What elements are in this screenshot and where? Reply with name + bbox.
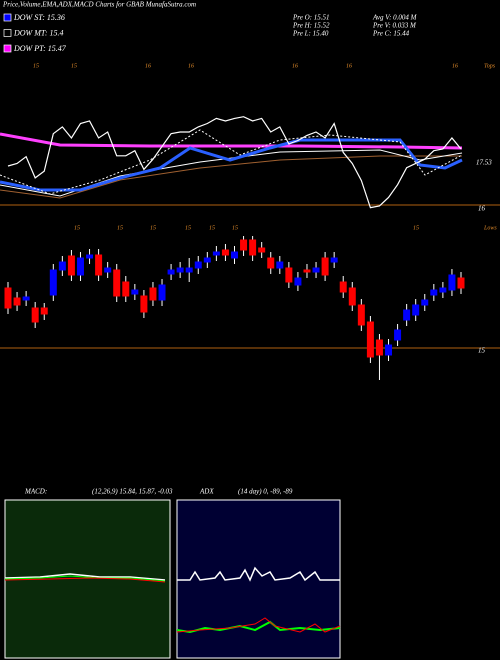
ema-lines	[0, 129, 463, 199]
candle-body	[430, 289, 438, 296]
y-tick-label: 15	[478, 347, 486, 355]
candle-body	[149, 287, 157, 301]
stat: Pre C: 15.44	[372, 30, 410, 38]
candle-body	[330, 257, 338, 263]
legend-label: DOW ST: 15.36	[13, 13, 65, 22]
date-label: 15	[74, 225, 80, 231]
candle-body	[457, 277, 465, 289]
adx-params: (14 day) 0, -89, -89	[238, 488, 293, 496]
lows-label: Lows	[483, 225, 497, 231]
candle-body	[221, 249, 229, 256]
candle-body	[285, 267, 293, 283]
date-label: 16	[452, 63, 458, 69]
candle-body	[203, 257, 211, 263]
candle-body	[113, 269, 121, 297]
tops-label: Tops	[484, 63, 496, 69]
candle-body	[95, 254, 103, 276]
legend-swatch	[3, 29, 12, 37]
candle-body	[421, 299, 429, 306]
legend-label: DOW PT: 15.47	[13, 44, 67, 53]
candle-body	[276, 261, 284, 269]
candle-body	[258, 247, 266, 253]
date-label: 15	[117, 225, 123, 231]
date-label: 15	[150, 225, 156, 231]
date-label: 16	[292, 63, 298, 69]
candle-body	[231, 251, 238, 259]
date-label: 15	[71, 63, 77, 69]
date-label: 16	[346, 63, 352, 69]
macd-label: MACD:	[24, 488, 47, 496]
candle-body	[167, 269, 175, 275]
candle-body	[194, 261, 202, 269]
candle-body	[394, 329, 402, 341]
level-label: 17.53	[476, 159, 492, 167]
candle-body	[22, 296, 30, 301]
macd-lines	[4, 566, 341, 634]
legend-swatch	[3, 13, 12, 22]
candle-body	[140, 295, 148, 313]
close-line	[7, 116, 462, 209]
candle-body	[176, 267, 184, 273]
candle-body	[448, 274, 456, 291]
date-label: 15	[232, 225, 238, 231]
date-label: 16	[145, 63, 151, 69]
stat: Pre V: 0.033 M	[372, 22, 417, 30]
candle-body	[185, 267, 193, 273]
stat: Pre O: 15.51	[292, 14, 329, 22]
date-label: 16	[188, 63, 194, 69]
adx-panel	[176, 499, 341, 659]
candle-body	[212, 251, 220, 256]
legend-label: DOW MT: 15.4	[13, 28, 64, 37]
stat: Pre H: 15.52	[292, 22, 330, 30]
candle-body	[312, 267, 320, 273]
macd-params: (12,26,9) 15.84, 15.87, -0.03	[92, 488, 173, 496]
candle-body	[31, 307, 39, 323]
candle-body	[40, 307, 48, 315]
candle-body	[104, 267, 112, 273]
candle-body	[303, 269, 311, 273]
date-label: 15	[33, 63, 39, 69]
candle-body	[86, 254, 94, 259]
candle-body	[49, 269, 57, 296]
candle-body	[348, 287, 356, 306]
candle-body	[403, 309, 411, 321]
level-label: 16	[478, 205, 486, 213]
candle-body	[321, 257, 329, 276]
stat: Pre L: 15.40	[292, 30, 329, 38]
candle-body	[357, 304, 365, 326]
candle-body	[366, 321, 374, 358]
title: Price,Volume,EMA,ADX,MACD Charts for GBA…	[2, 1, 196, 9]
stat: Avg V: 0.004 M	[372, 14, 418, 22]
adx-label: ADX	[199, 488, 214, 496]
legend-swatch	[3, 44, 12, 53]
candle-body	[131, 289, 139, 295]
candle-body	[439, 287, 447, 293]
date-label: 15	[185, 225, 191, 231]
candle-body	[58, 261, 66, 271]
candle-body	[385, 344, 393, 356]
candle-body	[76, 257, 84, 276]
candle-body	[4, 287, 12, 309]
candle-body	[412, 304, 420, 316]
candle-body	[249, 239, 257, 256]
candle-body	[339, 281, 347, 293]
candle-body	[240, 239, 248, 251]
candle-body	[375, 339, 383, 356]
date-label: 15	[413, 225, 419, 231]
date-label: 15	[209, 225, 215, 231]
candle-body	[67, 255, 75, 276]
candle-body	[13, 297, 21, 306]
candle-body	[267, 257, 275, 269]
candle-body	[122, 281, 130, 297]
candle-body	[158, 284, 166, 301]
candle-body	[294, 277, 302, 286]
